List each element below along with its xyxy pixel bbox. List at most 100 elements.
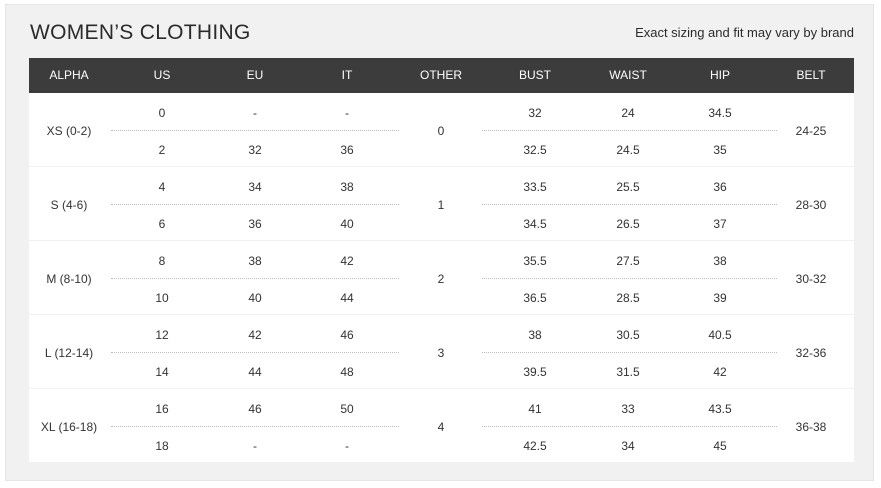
alpha-cell: S (4-6) <box>50 198 88 212</box>
belt-cell: 28-30 <box>795 198 827 212</box>
bust-cell: 42.5 <box>523 439 547 453</box>
other-cell: 0 <box>437 124 445 138</box>
row-divider <box>482 278 777 279</box>
hip-cell: 39 <box>713 291 727 305</box>
eu-cell: - <box>253 106 257 120</box>
column-header-waist: WAIST <box>609 68 647 82</box>
eu-cell: 44 <box>248 365 262 379</box>
hip-cell: 40.5 <box>708 328 732 342</box>
eu-cell: 46 <box>248 402 262 416</box>
waist-cell: 30.5 <box>616 328 640 342</box>
row-divider <box>482 130 777 131</box>
sizing-note: Exact sizing and fit may vary by brand <box>635 25 854 40</box>
us-cell: 16 <box>155 402 169 416</box>
eu-cell: 42 <box>248 328 262 342</box>
bust-cell: 41 <box>528 402 542 416</box>
table-header: ALPHA US EU IT OTHER BUST WAIST HIP BELT <box>29 58 854 93</box>
alpha-cell: M (8-10) <box>46 272 92 286</box>
column-header-eu: EU <box>246 68 264 82</box>
hip-cell: 43.5 <box>708 402 732 416</box>
hip-cell: 45 <box>713 439 727 453</box>
hip-cell: 34.5 <box>708 106 732 120</box>
eu-cell: 36 <box>248 217 262 231</box>
other-cell: 3 <box>437 346 445 360</box>
it-cell: 36 <box>340 143 354 157</box>
hip-cell: 36 <box>713 180 727 194</box>
us-cell: 8 <box>158 254 166 268</box>
waist-cell: 28.5 <box>616 291 640 305</box>
waist-cell: 27.5 <box>616 254 640 268</box>
waist-cell: 26.5 <box>616 217 640 231</box>
belt-cell: 24-25 <box>795 124 827 138</box>
size-group: M (8-10) 2 30-32 8 38 42 35.5 27.5 38 10 40 44 36.5 2… <box>29 241 854 314</box>
waist-cell: 24.5 <box>616 143 640 157</box>
column-header-hip: HIP <box>709 68 731 82</box>
row-divider <box>482 426 777 427</box>
waist-cell: 34 <box>621 439 635 453</box>
column-header-alpha: ALPHA <box>49 68 89 82</box>
bust-cell: 36.5 <box>523 291 547 305</box>
waist-cell: 31.5 <box>616 365 640 379</box>
size-chart-panel: WOMEN’S CLOTHING Exact sizing and fit ma… <box>5 4 874 481</box>
us-cell: 18 <box>155 439 169 453</box>
eu-cell: 32 <box>248 143 262 157</box>
hip-cell: 37 <box>713 217 727 231</box>
it-cell: 40 <box>340 217 354 231</box>
column-header-belt: BELT <box>796 68 826 82</box>
row-divider <box>111 130 399 131</box>
other-cell: 2 <box>437 272 445 286</box>
it-cell: 50 <box>340 402 354 416</box>
column-header-bust: BUST <box>518 68 552 82</box>
row-divider <box>111 278 399 279</box>
hip-cell: 42 <box>713 365 727 379</box>
it-cell: 44 <box>340 291 354 305</box>
hip-cell: 35 <box>713 143 727 157</box>
column-header-us: US <box>153 68 171 82</box>
row-divider <box>111 426 399 427</box>
waist-cell: 33 <box>621 402 635 416</box>
bust-cell: 35.5 <box>523 254 547 268</box>
us-cell: 4 <box>158 180 166 194</box>
size-group: L (12-14) 3 32-36 12 42 46 38 30.5 40.5 14 44 48 39.… <box>29 315 854 388</box>
it-cell: 48 <box>340 365 354 379</box>
us-cell: 12 <box>155 328 169 342</box>
it-cell: 42 <box>340 254 354 268</box>
column-header-it: IT <box>341 68 353 82</box>
bust-cell: 38 <box>528 328 542 342</box>
row-divider <box>111 352 399 353</box>
eu-cell: 40 <box>248 291 262 305</box>
page-title: WOMEN’S CLOTHING <box>30 21 251 44</box>
column-header-other: OTHER <box>420 68 462 82</box>
table-body: XS (0-2) 0 24-25 0- -32 24 34.5 2 32 36 32.5 24.5 35… <box>29 93 854 462</box>
size-table: ALPHA US EU IT OTHER BUST WAIST HIP BELT XS (0-2… <box>29 58 854 462</box>
us-cell: 6 <box>158 217 166 231</box>
belt-cell: 32-36 <box>795 346 827 360</box>
eu-cell: - <box>253 439 257 453</box>
bust-cell: 33.5 <box>523 180 547 194</box>
hip-cell: 38 <box>713 254 727 268</box>
other-cell: 1 <box>437 198 445 212</box>
size-group: XS (0-2) 0 24-25 0 - - 32 24 34.5 2 32 36 32.5 24.5 35 <box>29 93 854 166</box>
other-cell: 4 <box>437 420 445 434</box>
us-cell: 14 <box>155 365 169 379</box>
alpha-cell: XS (0-2) <box>46 124 92 138</box>
bust-cell: 34.5 <box>523 217 547 231</box>
it-cell: - <box>345 439 349 453</box>
row-divider <box>482 204 777 205</box>
waist-cell: 25.5 <box>616 180 640 194</box>
bust-cell: 32 <box>528 106 542 120</box>
it-cell: 38 <box>340 180 354 194</box>
bust-cell: 39.5 <box>523 365 547 379</box>
belt-cell: 36-38 <box>795 420 827 434</box>
waist-cell: 24 <box>621 106 635 120</box>
size-group: XL (16-18) 4 36-38 16 46 50 41 33 43.5 18 - - 42.5 34… <box>29 389 854 462</box>
eu-cell: 38 <box>248 254 262 268</box>
eu-cell: 34 <box>248 180 262 194</box>
row-divider <box>111 204 399 205</box>
alpha-cell: L (12-14) <box>44 346 94 360</box>
it-cell: - <box>345 106 349 120</box>
row-divider <box>482 352 777 353</box>
alpha-cell: XL (16-18) <box>40 420 98 434</box>
size-group: S (4-6) 1 28-30 4 34 38 33.5 25.5 36 6 36 40 34.5 26.… <box>29 167 854 240</box>
us-cell: 2 <box>158 143 166 157</box>
